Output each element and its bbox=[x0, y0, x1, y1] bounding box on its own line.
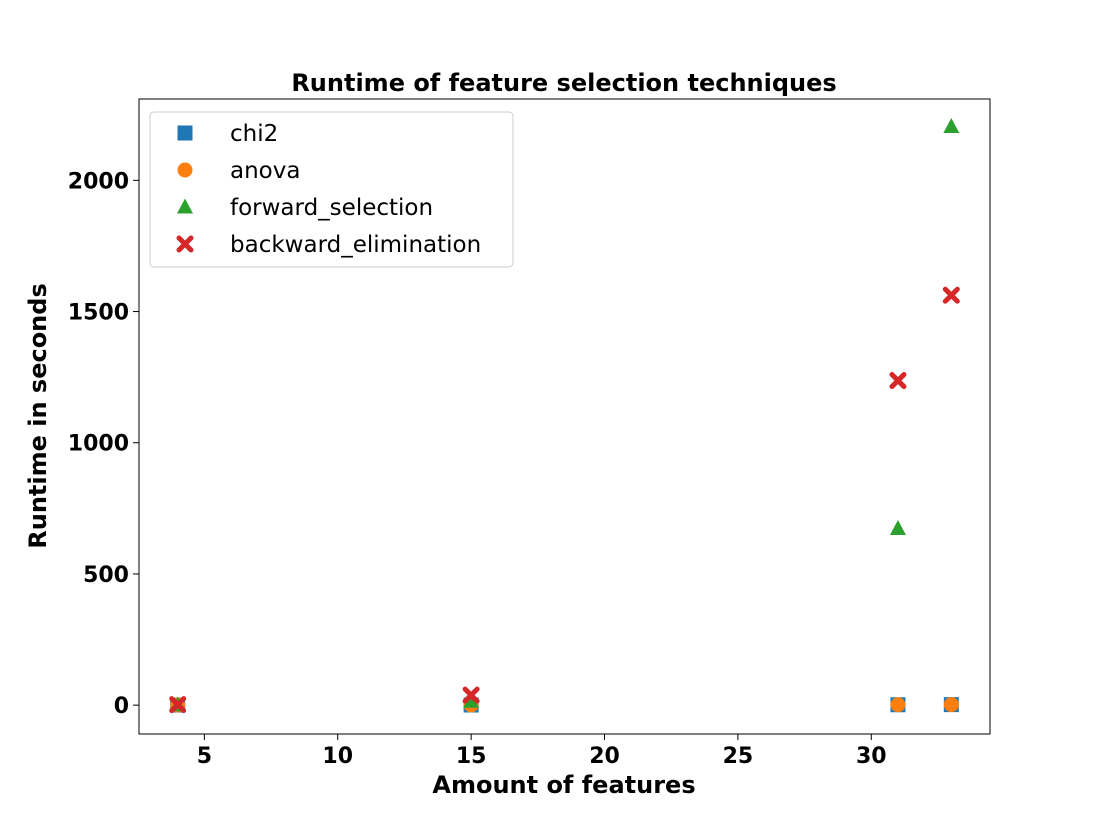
anova-point bbox=[944, 697, 959, 712]
x-tick-label: 5 bbox=[197, 744, 212, 769]
y-tick-label: 1000 bbox=[68, 432, 129, 457]
y-tick-label: 1500 bbox=[68, 301, 129, 326]
x-tick-label: 25 bbox=[723, 744, 754, 769]
legend-marker-anova bbox=[178, 163, 193, 178]
y-tick-label: 2000 bbox=[68, 169, 129, 194]
legend-label: backward_elimination bbox=[230, 232, 481, 258]
x-tick-label: 10 bbox=[322, 744, 353, 769]
legend-label: anova bbox=[230, 158, 300, 184]
x-tick-label: 15 bbox=[456, 744, 487, 769]
x-tick-label: 20 bbox=[589, 744, 620, 769]
legend-marker-chi2 bbox=[178, 126, 193, 141]
y-tick-label: 0 bbox=[114, 694, 129, 719]
chart-title: Runtime of feature selection techniques bbox=[291, 69, 836, 97]
y-tick-label: 500 bbox=[83, 563, 129, 588]
legend-label: forward_selection bbox=[230, 195, 433, 221]
legend-label: chi2 bbox=[230, 121, 278, 147]
x-tick-label: 30 bbox=[856, 744, 887, 769]
legend: chi2 anova forward_selection backward_elimi… bbox=[150, 112, 513, 267]
x-axis-label: Amount of features bbox=[432, 771, 695, 799]
y-axis-label: Runtime in seconds bbox=[24, 283, 52, 549]
anova-point bbox=[890, 697, 905, 712]
